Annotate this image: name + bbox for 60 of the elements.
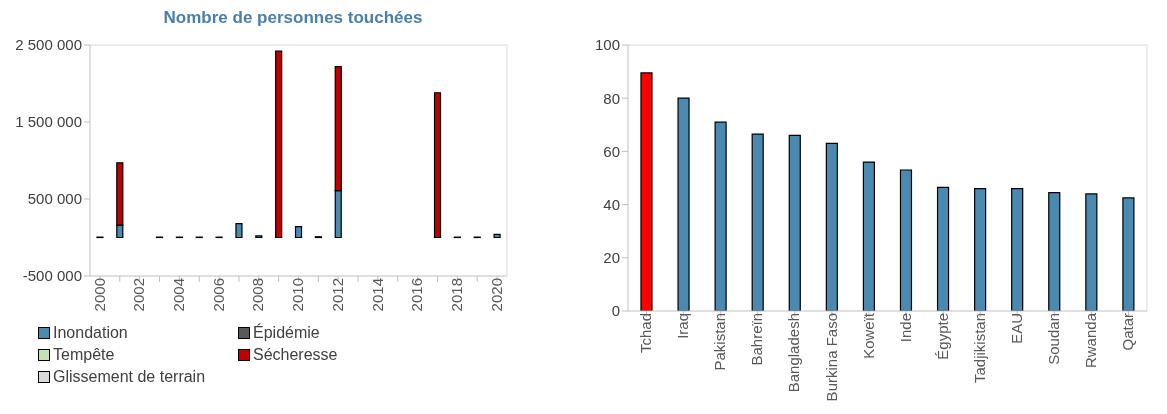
- x-tick-label: Bahreïn: [748, 313, 766, 366]
- x-tick-label: Tchad: [637, 313, 655, 354]
- bar: [1011, 188, 1024, 311]
- x-tick-label: 2012: [328, 278, 346, 312]
- legend-label: Tempête: [53, 346, 115, 364]
- x-tick-label: Pakistan: [711, 313, 729, 371]
- bar: [751, 133, 764, 311]
- x-tick-label: Soudan: [1044, 313, 1062, 365]
- y-tick-label: 100: [594, 36, 620, 54]
- x-tick-label: 2002: [130, 278, 148, 312]
- bar: [1085, 193, 1098, 311]
- legend-label: Inondation: [53, 324, 128, 342]
- x-tick-label: 2018: [448, 278, 466, 312]
- bar: [899, 169, 913, 311]
- x-tick-label: Égypte: [933, 313, 951, 360]
- x-tick-label: Inde: [896, 313, 914, 343]
- x-tick-label: Qatar: [1119, 313, 1137, 351]
- bar: [294, 226, 303, 239]
- legend-label: Sécheresse: [253, 346, 338, 364]
- x-tick-label: 2000: [90, 278, 108, 312]
- y-tick-label: -500 000: [22, 267, 82, 285]
- bar: [1122, 197, 1135, 311]
- x-tick-label: Tadjikistan: [970, 313, 988, 384]
- x-tick-label: Rwanda: [1082, 312, 1100, 369]
- y-tick-label: 80: [603, 89, 620, 107]
- bar: [677, 97, 690, 311]
- bar: [825, 142, 838, 311]
- bar: [714, 121, 727, 311]
- y-tick-label: 20: [603, 249, 620, 267]
- y-tick-label: 60: [603, 142, 620, 160]
- x-tick-label: EAU: [1007, 313, 1025, 344]
- x-tick-label: Iraq: [674, 313, 692, 339]
- legend-label: Épidémie: [253, 324, 320, 342]
- bar: [936, 186, 950, 311]
- y-tick-label: 2 500 000: [15, 36, 82, 54]
- x-tick-label: 2020: [487, 278, 505, 312]
- bar: [433, 92, 442, 239]
- y-tick-label: 40: [603, 195, 620, 213]
- x-tick-label: 2016: [408, 278, 426, 312]
- bar: [788, 134, 801, 311]
- x-tick-label: 2014: [368, 278, 386, 312]
- x-tick-label: Bangladesh: [785, 313, 803, 393]
- bar: [974, 188, 987, 311]
- legend-label: Glissement de terrain: [53, 368, 206, 386]
- y-tick-label: 500 000: [27, 190, 82, 208]
- bar: [275, 50, 283, 239]
- x-tick-label: 2008: [249, 278, 267, 312]
- bar: [862, 161, 875, 311]
- x-tick-label: Burkina Faso: [822, 313, 840, 402]
- bar: [493, 233, 501, 239]
- x-tick-label: 2010: [289, 278, 307, 312]
- y-tick-label: 1 500 000: [15, 113, 82, 131]
- y-tick-label: 0: [611, 302, 620, 320]
- bar: [235, 223, 243, 239]
- x-tick-label: 2004: [170, 278, 188, 312]
- x-tick-label: 2006: [209, 278, 227, 312]
- bar: [1048, 192, 1061, 311]
- chart-title: Nombre de personnes touchées: [162, 8, 424, 29]
- bar: [640, 72, 653, 311]
- x-tick-label: Koweït: [859, 312, 877, 359]
